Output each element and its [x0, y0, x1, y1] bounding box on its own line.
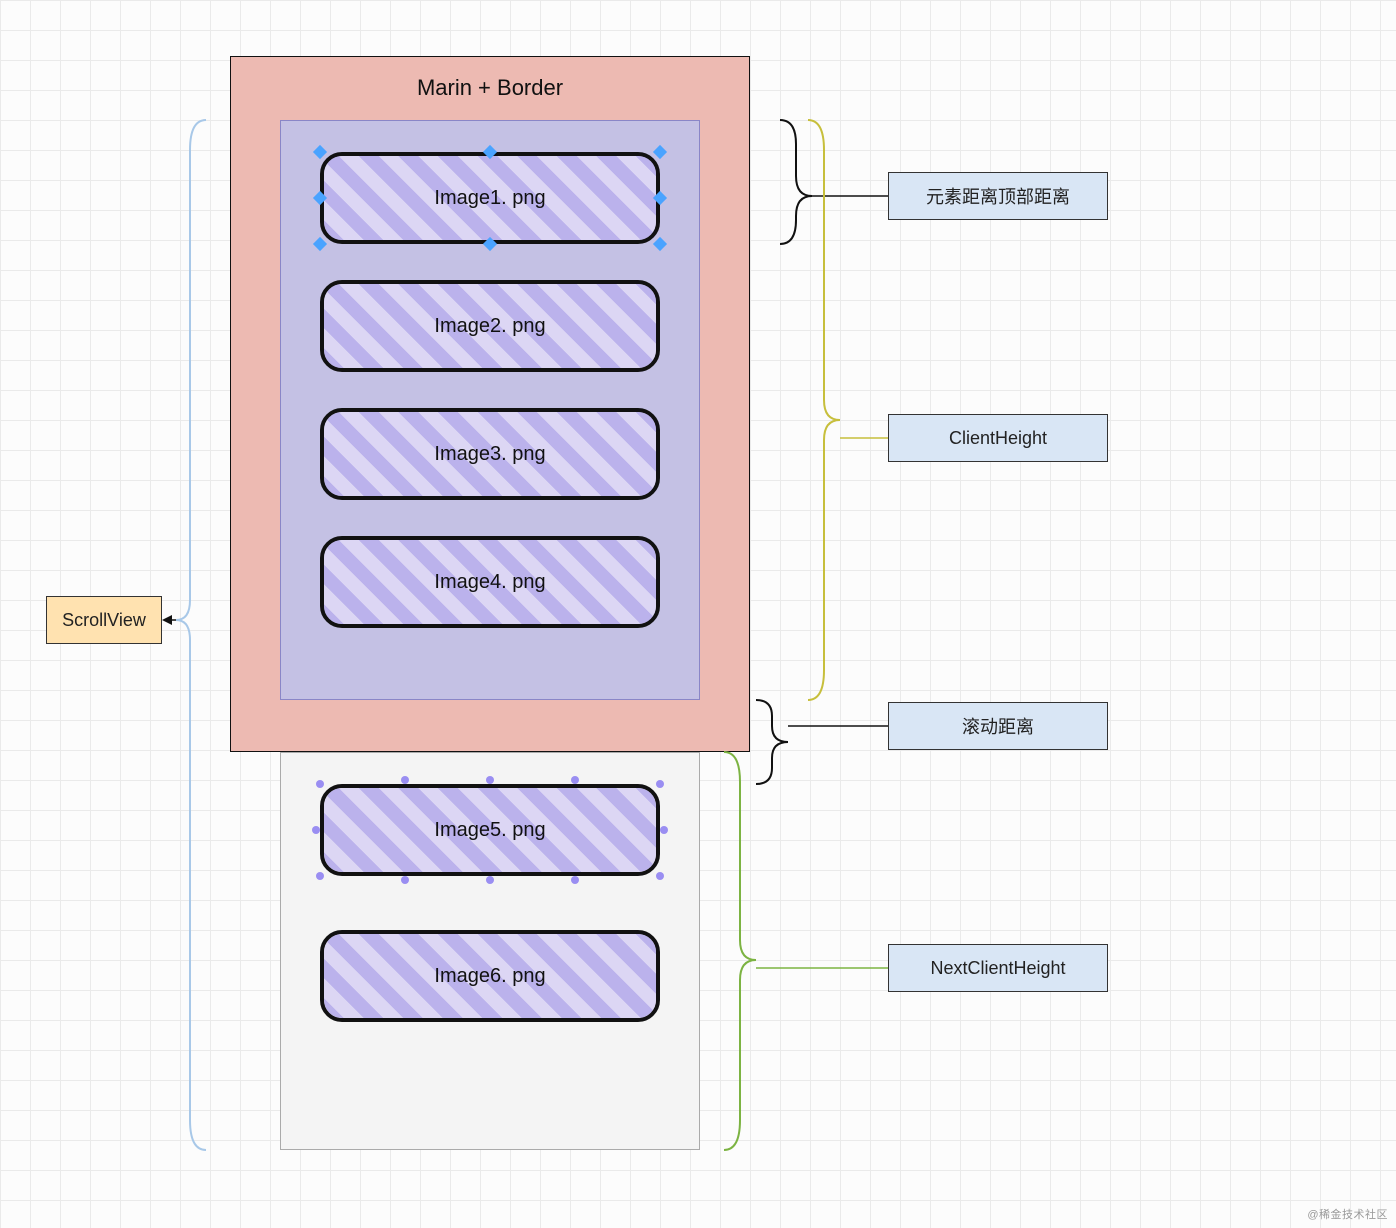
scroll-distance-label: 滚动距离	[888, 702, 1108, 750]
scrollview-label: ScrollView	[46, 596, 162, 644]
element-offset-top-text: 元素距离顶部距离	[926, 183, 1070, 209]
selection-dot	[656, 780, 664, 788]
selection-dot	[316, 780, 324, 788]
client-height-label: ClientHeight	[888, 414, 1108, 462]
selection-dot	[486, 876, 494, 884]
image-item-1: Image1. png	[320, 152, 660, 244]
selection-dot	[656, 872, 664, 880]
image-item-label: Image1. png	[324, 156, 656, 240]
image-item-label: Image5. png	[324, 788, 656, 872]
selection-dot	[571, 876, 579, 884]
next-client-height-text: NextClientHeight	[930, 958, 1065, 979]
watermark: @稀金技术社区	[1307, 1206, 1388, 1222]
selection-dot	[312, 826, 320, 834]
image-item-label: Image4. png	[324, 540, 656, 624]
image-item-label: Image6. png	[324, 934, 656, 1018]
selection-dot	[316, 872, 324, 880]
client-height-text: ClientHeight	[949, 428, 1047, 449]
selection-dot	[571, 776, 579, 784]
selection-dot	[401, 776, 409, 784]
scroll-distance-text: 滚动距离	[962, 713, 1034, 739]
image-item-label: Image2. png	[324, 284, 656, 368]
selection-dot	[486, 776, 494, 784]
scrollview-label-text: ScrollView	[62, 610, 146, 631]
image-item-2: Image2. png	[320, 280, 660, 372]
image-item-6: Image6. png	[320, 930, 660, 1022]
image-item-4: Image4. png	[320, 536, 660, 628]
selection-dot	[401, 876, 409, 884]
image-item-label: Image3. png	[324, 412, 656, 496]
selection-dot	[660, 826, 668, 834]
margin-border-title: Marin + Border	[231, 75, 749, 101]
image-item-3: Image3. png	[320, 408, 660, 500]
next-client-height-label: NextClientHeight	[888, 944, 1108, 992]
image-item-5: Image5. png	[320, 784, 660, 876]
element-offset-top-label: 元素距离顶部距离	[888, 172, 1108, 220]
